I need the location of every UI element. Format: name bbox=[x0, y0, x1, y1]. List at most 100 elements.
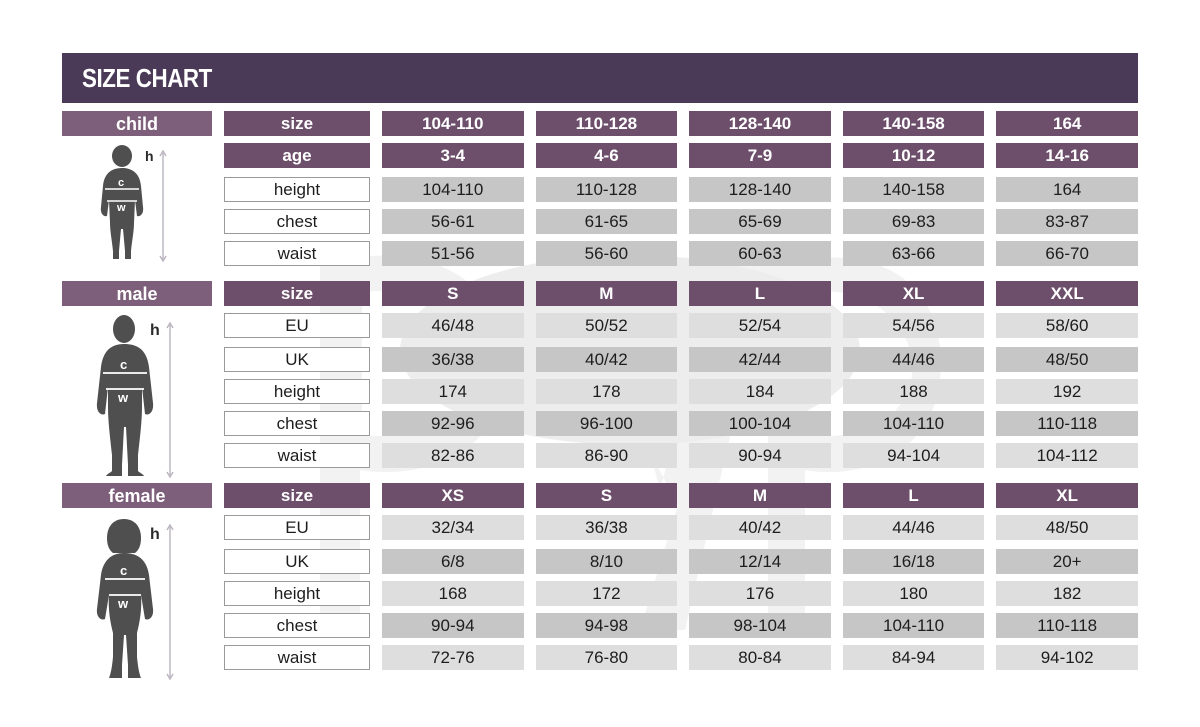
table-cell: 52/54 bbox=[689, 313, 831, 338]
figure-spacer bbox=[62, 443, 212, 468]
table-cell: M bbox=[689, 483, 831, 508]
table-cell: 40/42 bbox=[535, 347, 678, 372]
table-cell: 172 bbox=[535, 581, 678, 606]
figure-spacer bbox=[62, 549, 212, 574]
table-cell: 58/60 bbox=[996, 313, 1138, 338]
table-cell: 104-110 bbox=[382, 177, 524, 202]
table-cell: 14-16 bbox=[996, 143, 1138, 168]
table-cell: 20+ bbox=[996, 549, 1138, 574]
table-cell: 164 bbox=[996, 177, 1138, 202]
table-cell: 44/46 bbox=[842, 515, 985, 540]
table-cell: XS bbox=[382, 483, 524, 508]
table-cell: 40/42 bbox=[689, 515, 831, 540]
table-cell: 100-104 bbox=[689, 411, 831, 436]
table-cell: 83-87 bbox=[996, 209, 1138, 234]
table-row: height 104-110 110-128 128-140 140-158 164 bbox=[62, 177, 1138, 202]
row-label-waist: waist bbox=[224, 645, 370, 670]
figure-spacer bbox=[62, 241, 212, 266]
row-label-size: size bbox=[224, 483, 370, 508]
section-male: male size S M L XL XXL c w h EU 46/48 50/52 52/54… bbox=[62, 281, 1138, 479]
table-cell: 104-110 bbox=[842, 613, 985, 638]
table-cell: 32/34 bbox=[382, 515, 524, 540]
table-cell: 86-90 bbox=[535, 443, 678, 468]
table-cell: 178 bbox=[535, 379, 678, 404]
table-cell: 110-118 bbox=[996, 411, 1138, 436]
table-cell: 54/56 bbox=[842, 313, 985, 338]
table-cell: L bbox=[689, 281, 831, 306]
table-cell: 94-104 bbox=[842, 443, 985, 468]
svg-text:h: h bbox=[150, 526, 160, 543]
table-cell: M bbox=[535, 281, 678, 306]
row-label-UK: UK bbox=[224, 347, 370, 372]
table-cell: 94-102 bbox=[996, 645, 1138, 670]
svg-text:h: h bbox=[145, 148, 154, 164]
table-row: c w h age 3-4 4-6 7-9 10-12 14-16 bbox=[62, 143, 1138, 263]
size-chart-root: SIZE CHART child size 104-110 110-128 128-14… bbox=[62, 53, 1138, 681]
table-cell: 90-94 bbox=[689, 443, 831, 468]
table-row: male size S M L XL XXL bbox=[62, 281, 1138, 306]
figure-spacer bbox=[62, 581, 212, 606]
category-header-child: child bbox=[62, 111, 212, 136]
table-cell: 7-9 bbox=[689, 143, 831, 168]
table-row: height 168 172 176 180 182 bbox=[62, 581, 1138, 606]
table-row: chest 92-96 96-100 100-104 104-110 110-118 bbox=[62, 411, 1138, 436]
table-cell: 140-158 bbox=[842, 111, 985, 136]
svg-text:h: h bbox=[150, 322, 160, 339]
table-row: waist 51-56 56-60 60-63 63-66 66-70 bbox=[62, 241, 1138, 266]
table-cell: 84-94 bbox=[842, 645, 985, 670]
table-cell: 90-94 bbox=[382, 613, 524, 638]
table-cell: 182 bbox=[996, 581, 1138, 606]
table-cell: 36/38 bbox=[535, 515, 678, 540]
table-cell: 46/48 bbox=[382, 313, 524, 338]
table-cell: 104-110 bbox=[382, 111, 524, 136]
table-cell: 50/52 bbox=[535, 313, 678, 338]
table-cell: 110-128 bbox=[535, 111, 678, 136]
table-cell: 51-56 bbox=[382, 241, 524, 266]
figure-spacer bbox=[62, 347, 212, 372]
figure-spacer bbox=[62, 645, 212, 670]
row-label-waist: waist bbox=[224, 241, 370, 266]
table-cell: 96-100 bbox=[535, 411, 678, 436]
figure-spacer bbox=[62, 379, 212, 404]
row-label-EU: EU bbox=[224, 313, 370, 338]
table-cell: 69-83 bbox=[842, 209, 985, 234]
row-label-chest: chest bbox=[224, 613, 370, 638]
row-label-UK: UK bbox=[224, 549, 370, 574]
category-header-male: male bbox=[62, 281, 212, 306]
row-label-age: age bbox=[224, 143, 370, 168]
table-cell: 66-70 bbox=[996, 241, 1138, 266]
table-cell: 10-12 bbox=[842, 143, 985, 168]
table-row: female size XS S M L XL bbox=[62, 483, 1138, 508]
table-cell: 72-76 bbox=[382, 645, 524, 670]
section-female: female size XS S M L XL c w h EU 32/34 36/38 40/4… bbox=[62, 483, 1138, 681]
table-row: c w h EU 32/34 36/38 40/42 44/46 48/50 bbox=[62, 515, 1138, 681]
table-row: UK 6/8 8/10 12/14 16/18 20+ bbox=[62, 549, 1138, 574]
table-cell: XL bbox=[842, 281, 985, 306]
title-bar: SIZE CHART bbox=[62, 53, 1138, 103]
table-cell: S bbox=[382, 281, 524, 306]
row-label-height: height bbox=[224, 581, 370, 606]
table-row: child size 104-110 110-128 128-140 140-158 164 bbox=[62, 111, 1138, 136]
table-cell: S bbox=[535, 483, 678, 508]
table-cell: 6/8 bbox=[382, 549, 524, 574]
table-cell: 80-84 bbox=[689, 645, 831, 670]
table-cell: 104-112 bbox=[996, 443, 1138, 468]
table-cell: 140-158 bbox=[842, 177, 985, 202]
row-label-EU: EU bbox=[224, 515, 370, 540]
table-cell: 176 bbox=[689, 581, 831, 606]
table-row: c w h EU 46/48 50/52 52/54 54/56 58/60 bbox=[62, 313, 1138, 479]
table-cell: 4-6 bbox=[535, 143, 678, 168]
table-cell: L bbox=[842, 483, 985, 508]
table-row: UK 36/38 40/42 42/44 44/46 48/50 bbox=[62, 347, 1138, 372]
table-cell: 56-61 bbox=[382, 209, 524, 234]
table-cell: 12/14 bbox=[689, 549, 831, 574]
table-cell: 42/44 bbox=[689, 347, 831, 372]
table-cell: 174 bbox=[382, 379, 524, 404]
table-row: waist 82-86 86-90 90-94 94-104 104-112 bbox=[62, 443, 1138, 468]
figure-spacer bbox=[62, 177, 212, 202]
table-cell: 92-96 bbox=[382, 411, 524, 436]
row-label-chest: chest bbox=[224, 209, 370, 234]
table-cell: 164 bbox=[996, 111, 1138, 136]
svg-text:w: w bbox=[116, 202, 126, 214]
table-cell: 56-60 bbox=[535, 241, 678, 266]
